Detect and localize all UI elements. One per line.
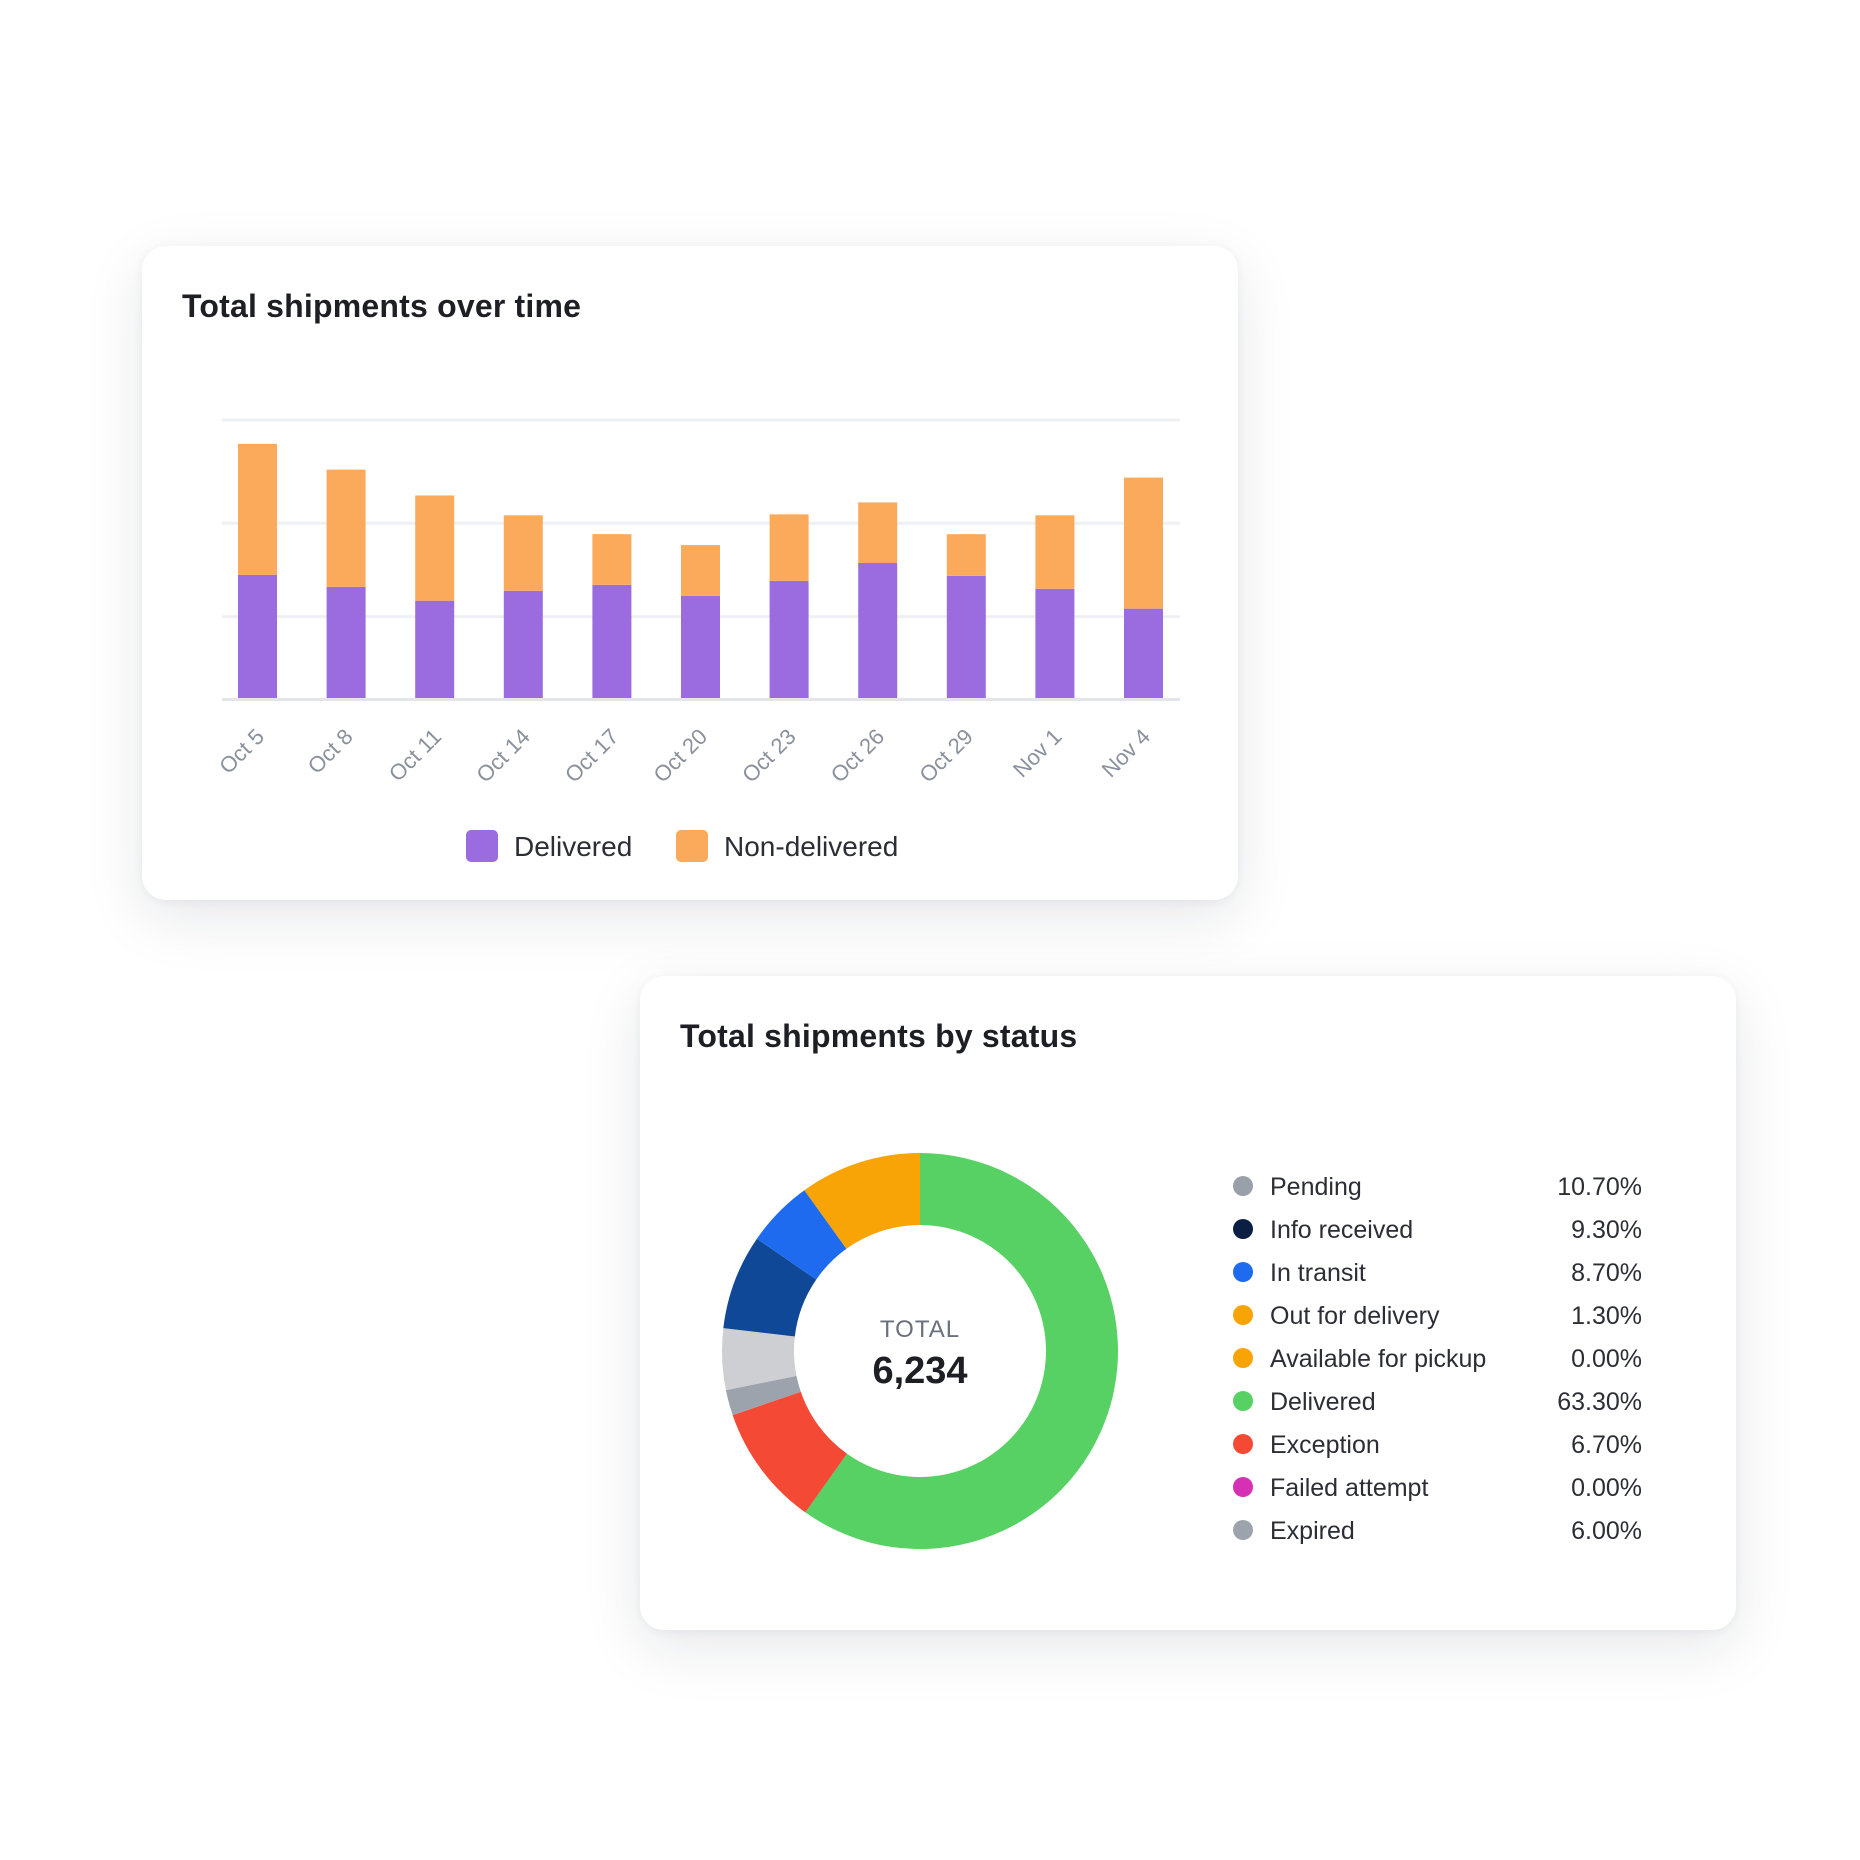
legend-name-failed-attempt: Failed attempt xyxy=(1270,1474,1428,1502)
donut-slice-in-transit xyxy=(756,1190,847,1280)
legend-swatch-non-delivered xyxy=(676,830,708,862)
legend-dot-in-transit xyxy=(1233,1262,1253,1282)
bar-chart-title: Total shipments over time xyxy=(182,288,582,324)
bar-non-delivered-nov-1 xyxy=(1035,515,1075,589)
legend-value-pending: 10.70% xyxy=(1557,1173,1642,1201)
x-tick-label: Oct 17 xyxy=(560,724,624,788)
legend-dot-available-for-pickup xyxy=(1233,1348,1253,1368)
bar-non-delivered-oct-5 xyxy=(238,443,277,575)
legend-label-non-delivered: Non-delivered xyxy=(724,831,898,862)
shipments-over-time-chart: Oct 5 Oct 8 Oct 11 Oct 14 Oct 17 Oct 20 Oct 23… xyxy=(214,418,1180,862)
bar-delivered-oct-26 xyxy=(858,562,898,698)
bar-non-delivered-oct-14 xyxy=(503,515,543,591)
legend-value-available-for-pickup: 0.00% xyxy=(1571,1345,1642,1373)
donut-chart-title: Total shipments by status xyxy=(680,1018,1078,1054)
legend-label-delivered: Delivered xyxy=(514,831,632,862)
bar-non-delivered-oct-11 xyxy=(415,495,455,601)
shipments-by-status-chart: TOTAL 6,234 Pending 10.70% Info received 9.30… xyxy=(722,1153,1642,1549)
donut-slice-exception xyxy=(732,1391,848,1513)
legend-dot-expired xyxy=(1233,1520,1253,1540)
legend-value-failed-attempt: 0.00% xyxy=(1571,1474,1642,1502)
bar-delivered-oct-5 xyxy=(238,574,277,698)
bar-non-delivered-nov-4 xyxy=(1124,477,1163,609)
legend-dot-pending xyxy=(1233,1176,1253,1196)
legend-name-in-transit: In transit xyxy=(1270,1259,1366,1287)
x-tick-label: Oct 11 xyxy=(384,724,446,786)
bar-non-delivered-oct-8 xyxy=(326,469,366,587)
x-tick-label: Oct 23 xyxy=(737,724,801,788)
legend-name-delivered: Delivered xyxy=(1270,1388,1376,1416)
x-tick-label: Oct 5 xyxy=(214,724,269,779)
legend-dot-failed-attempt xyxy=(1233,1477,1253,1497)
legend-name-expired: Expired xyxy=(1270,1517,1355,1545)
donut-slice-pending xyxy=(722,1328,797,1391)
bar-delivered-oct-17 xyxy=(592,584,632,698)
legend-dot-delivered xyxy=(1233,1391,1253,1411)
legend-name-pending: Pending xyxy=(1270,1173,1362,1201)
donut-slice-delivered xyxy=(805,1153,1118,1549)
donut-slice-info-received xyxy=(723,1238,817,1337)
bar-delivered-oct-23 xyxy=(769,580,809,698)
bar-non-delivered-oct-20 xyxy=(681,545,720,596)
bar-delivered-nov-1 xyxy=(1035,588,1075,698)
legend-name-out-for-delivery: Out for delivery xyxy=(1270,1302,1440,1330)
x-tick-label: Oct 8 xyxy=(303,724,358,779)
legend-value-delivered: 63.30% xyxy=(1557,1388,1642,1416)
bar-delivered-nov-4 xyxy=(1124,608,1163,698)
donut-center-value: 6,234 xyxy=(872,1350,967,1392)
x-tick-label: Nov 1 xyxy=(1008,724,1066,782)
bar-delivered-oct-20 xyxy=(681,595,720,698)
legend-value-out-for-delivery: 1.30% xyxy=(1571,1302,1642,1330)
shipments-by-status-card: Total shipments by status TOTAL 6,234 Pend… xyxy=(640,976,1736,1630)
legend-value-expired: 6.00% xyxy=(1571,1517,1642,1545)
legend-dot-out-for-delivery xyxy=(1233,1305,1253,1325)
shipments-over-time-card: Total shipments over time Oct 5 Oct 8 Oct … xyxy=(142,246,1238,900)
legend-value-info-received: 9.30% xyxy=(1571,1216,1642,1244)
legend-value-in-transit: 8.70% xyxy=(1571,1259,1642,1287)
legend-value-exception: 6.70% xyxy=(1571,1431,1642,1459)
x-tick-label: Oct 20 xyxy=(649,724,713,788)
donut-center-label: TOTAL xyxy=(880,1316,960,1343)
x-tick-label: Oct 14 xyxy=(471,724,535,788)
bar-non-delivered-oct-26 xyxy=(858,502,898,563)
bar-non-delivered-oct-17 xyxy=(592,534,632,585)
legend-dot-info-received xyxy=(1233,1219,1253,1239)
legend-dot-exception xyxy=(1233,1434,1253,1454)
bar-non-delivered-oct-29 xyxy=(946,534,986,576)
donut-slice-out-for-delivery xyxy=(804,1153,920,1249)
legend-name-available-for-pickup: Available for pickup xyxy=(1270,1345,1486,1373)
x-tick-label: Nov 4 xyxy=(1097,724,1155,782)
x-tick-label: Oct 29 xyxy=(914,724,978,788)
donut-slice-expired xyxy=(725,1375,801,1416)
legend-swatch-delivered xyxy=(466,830,498,862)
legend-name-exception: Exception xyxy=(1270,1431,1380,1459)
bar-delivered-oct-8 xyxy=(326,586,366,698)
x-tick-label: Oct 26 xyxy=(826,724,890,788)
bar-delivered-oct-14 xyxy=(503,590,543,698)
bar-delivered-oct-29 xyxy=(946,575,986,698)
bar-delivered-oct-11 xyxy=(415,600,455,698)
bar-non-delivered-oct-23 xyxy=(769,514,809,581)
legend-name-info-received: Info received xyxy=(1270,1216,1413,1244)
